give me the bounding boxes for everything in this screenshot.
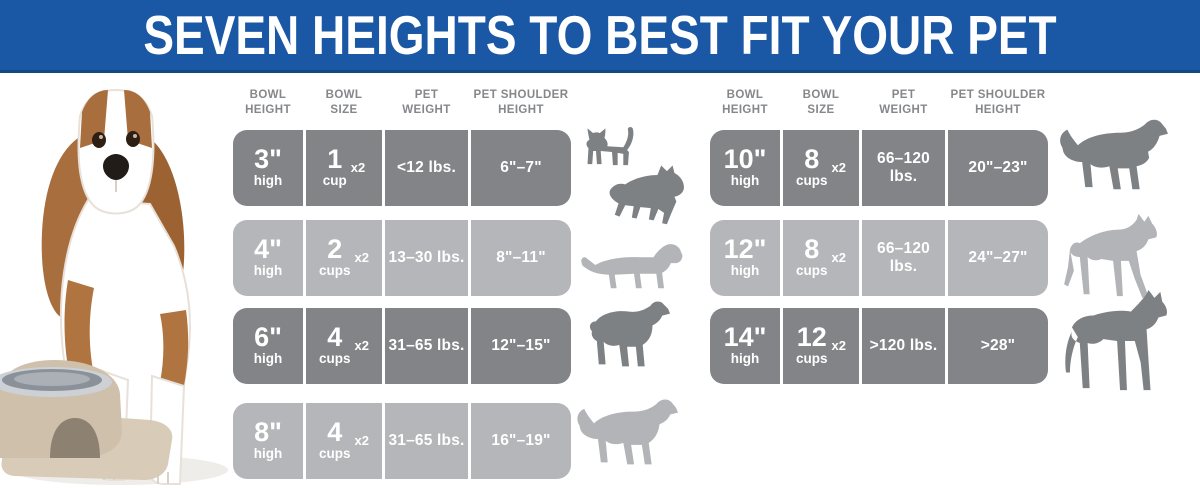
bowl-size-label: cup: [322, 173, 347, 189]
basset-hound-photo: [0, 88, 228, 485]
bowl-height-label: high: [730, 263, 760, 279]
bowl-size-label: cups: [796, 173, 828, 189]
bowl-size-multiplier: x2: [831, 250, 846, 266]
bowl-size-value: 4: [327, 322, 343, 353]
bowl-size-label: cups: [319, 263, 351, 279]
shoulder-height-value: 6"–7": [500, 159, 542, 176]
column-header-bowl-size: BOWL SIZE: [325, 89, 363, 116]
bowl-height-value: 12": [723, 234, 767, 265]
shoulder-height-value: 16"–19": [491, 432, 551, 449]
size-table-left: BOWL HEIGHT BOWL SIZE PET WEIGHT PET SHOULD…: [233, 88, 571, 488]
bowl-size-value: 2: [327, 234, 343, 265]
bowl-size-multiplier: x2: [354, 433, 369, 449]
bowl-height-label: high: [730, 351, 760, 367]
cat-icon: [586, 127, 634, 166]
pet-weight-value: 66–120 lbs.: [877, 150, 930, 185]
pet-weight-value: <12 lbs.: [397, 159, 456, 176]
bowl-height-value: 6": [254, 322, 282, 353]
bowl-size-multiplier: x2: [354, 250, 369, 266]
column-header-bowl-height: BOWL HEIGHT: [722, 89, 768, 116]
bowl-size-multiplier: x2: [831, 338, 846, 354]
shepherd-dog-icon: [589, 301, 671, 367]
bowl-height-label: high: [253, 446, 283, 462]
bowl-size-multiplier: x2: [350, 160, 366, 176]
bowl-height-value: 8": [254, 417, 282, 448]
column-header-pet-weight: PET WEIGHT: [402, 89, 451, 116]
shoulder-height-value: 24"–27": [968, 249, 1028, 266]
bowl-height-value: 3": [254, 144, 282, 175]
dachshund-icon: [581, 244, 683, 289]
bowl-height-value: 14": [723, 322, 767, 353]
table-row: 3" high 1 cup x2 <12 lbs. 6"–7": [233, 130, 571, 206]
column-headers: BOWL HEIGHT BOWL SIZE PET WEIGHT PET SHOULD…: [710, 88, 1048, 118]
bowl-size-value: 4: [327, 417, 343, 448]
pet-weight-value: >120 lbs.: [869, 337, 938, 354]
bowl-size-multiplier: x2: [831, 160, 846, 176]
spaniel-icon: [1060, 119, 1168, 190]
column-header-bowl-height: BOWL HEIGHT: [245, 89, 291, 116]
table-row: 14" high 12 cups x2 >120 lbs. >28": [710, 308, 1048, 384]
bowl-size-value: 8: [804, 234, 820, 265]
bowl-size-label: cups: [319, 351, 351, 367]
bowl-size-label: cups: [796, 351, 828, 367]
great-dane-icon: [1065, 289, 1167, 391]
title-banner: SEVEN HEIGHTS TO BEST FIT YOUR PET: [0, 0, 1200, 73]
pet-weight-value: 31–65 lbs.: [388, 337, 465, 354]
bowl-size-label: cups: [319, 446, 351, 462]
table-row: 8" high 4 cups x2 31–65 lbs. 16"–19": [233, 403, 571, 479]
bowl-height-value: 4": [254, 234, 282, 265]
table-row: 4" high 2 cups x2 13–30 lbs. 8"–11": [233, 220, 571, 296]
page-title: SEVEN HEIGHTS TO BEST FIT YOUR PET: [143, 4, 1057, 66]
shoulder-height-value: >28": [980, 337, 1016, 354]
table-row: 10" high 8 cups x2 66–120 lbs. 20"–23": [710, 130, 1048, 206]
bowl-size-label: cups: [796, 263, 828, 279]
bowl-size-multiplier: x2: [354, 338, 369, 354]
pit-bull-icon: [1064, 213, 1157, 299]
pet-weight-value: 31–65 lbs.: [388, 432, 465, 449]
bowl-size-value: 12: [796, 322, 827, 353]
column-headers: BOWL HEIGHT BOWL SIZE PET WEIGHT PET SHOULD…: [233, 88, 571, 118]
pet-weight-value: 13–30 lbs.: [388, 249, 465, 266]
shoulder-height-value: 8"–11": [496, 249, 546, 266]
retriever-icon: [577, 399, 679, 465]
column-header-pet-weight: PET WEIGHT: [879, 89, 928, 116]
pet-weight-value: 66–120 lbs.: [877, 240, 930, 275]
bowl-height-label: high: [253, 263, 283, 279]
bowl-size-value: 1: [327, 144, 343, 175]
shoulder-height-value: 20"–23": [968, 159, 1028, 176]
size-table-right: BOWL HEIGHT BOWL SIZE PET WEIGHT PET SHOULD…: [710, 88, 1048, 488]
column-header-bowl-size: BOWL SIZE: [802, 89, 840, 116]
column-header-shoulder-height: PET SHOULDER HEIGHT: [473, 89, 569, 116]
shoulder-height-value: 12"–15": [491, 337, 551, 354]
bowl-height-label: high: [253, 351, 283, 367]
bowl-height-label: high: [253, 173, 283, 189]
bowl-height-value: 10": [723, 144, 767, 175]
table-row: 12" high 8 cups x2 66–120 lbs. 24"–27": [710, 220, 1048, 296]
bowl-size-value: 8: [804, 144, 820, 175]
bowl-height-label: high: [730, 173, 760, 189]
yorkshire-terrier-icon: [609, 165, 684, 225]
table-row: 6" high 4 cups x2 31–65 lbs. 12"–15": [233, 308, 571, 384]
column-header-shoulder-height: PET SHOULDER HEIGHT: [950, 89, 1046, 116]
